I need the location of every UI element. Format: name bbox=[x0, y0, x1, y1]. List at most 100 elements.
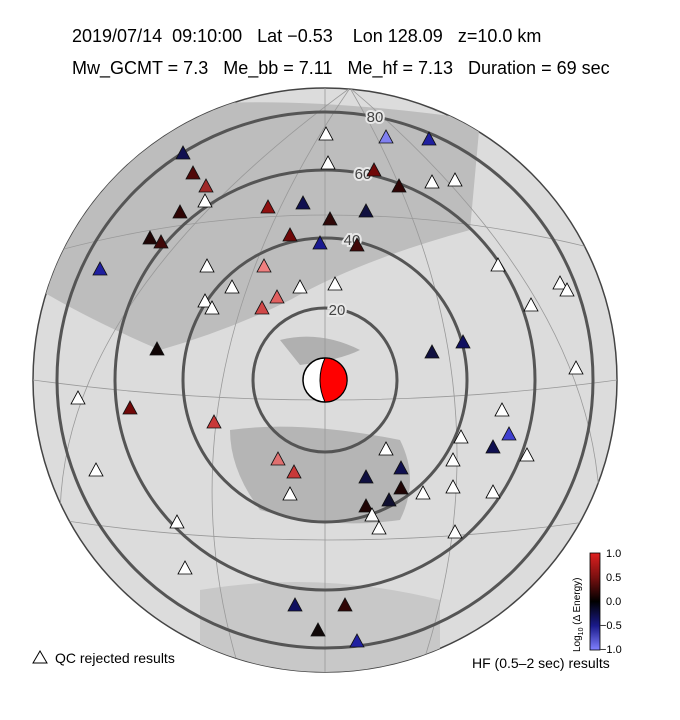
hf-legend-text: HF (0.5–2 sec) results bbox=[472, 655, 610, 671]
station bbox=[172, 204, 188, 219]
station bbox=[415, 485, 431, 500]
station bbox=[206, 414, 222, 429]
station bbox=[198, 178, 214, 193]
legend-triangle bbox=[32, 650, 48, 664]
station bbox=[260, 199, 276, 214]
station bbox=[337, 597, 353, 612]
station bbox=[88, 462, 104, 477]
distance-ring bbox=[55, 110, 595, 650]
station bbox=[197, 193, 213, 208]
station bbox=[224, 279, 240, 294]
station bbox=[269, 289, 285, 304]
station bbox=[568, 360, 584, 375]
station bbox=[270, 451, 286, 466]
station bbox=[447, 172, 463, 187]
station bbox=[199, 258, 215, 273]
land bbox=[40, 102, 480, 672]
station bbox=[70, 390, 86, 405]
station bbox=[312, 235, 328, 250]
station bbox=[349, 237, 365, 252]
station bbox=[254, 300, 270, 315]
station bbox=[519, 447, 535, 462]
station bbox=[142, 230, 158, 245]
station bbox=[501, 426, 517, 441]
station bbox=[523, 297, 539, 312]
station bbox=[485, 484, 501, 499]
station bbox=[393, 460, 409, 475]
station bbox=[349, 633, 365, 648]
colorbar-tick: 0.0 bbox=[606, 596, 621, 608]
station bbox=[455, 334, 471, 349]
colorbar: 1.0 0.5 0.0 −0.5 −1.0 Log10 (Δ Energy) bbox=[572, 548, 622, 656]
station bbox=[494, 402, 510, 417]
station bbox=[295, 195, 311, 210]
colorbar-label: Log10 (Δ Energy) bbox=[572, 577, 585, 652]
station bbox=[282, 486, 298, 501]
distance-ring bbox=[251, 306, 399, 454]
colorbar-tick: 1.0 bbox=[606, 548, 621, 560]
station bbox=[256, 258, 272, 273]
station bbox=[292, 279, 308, 294]
ring-label: 80 bbox=[367, 109, 384, 126]
beachball bbox=[302, 357, 348, 403]
station bbox=[286, 464, 302, 479]
distance-ring bbox=[181, 236, 469, 524]
station bbox=[366, 162, 382, 177]
colorbar-tick: 0.5 bbox=[606, 572, 621, 584]
station bbox=[453, 429, 469, 444]
station bbox=[327, 276, 343, 291]
station bbox=[153, 234, 169, 249]
globe: 20 40 60 80 bbox=[32, 87, 618, 673]
station bbox=[364, 507, 380, 522]
station bbox=[393, 480, 409, 495]
station bbox=[358, 469, 374, 484]
station bbox=[197, 293, 213, 308]
station bbox=[149, 341, 165, 356]
station bbox=[485, 439, 501, 454]
ring-label: 20 bbox=[329, 302, 346, 319]
station bbox=[358, 498, 374, 513]
station bbox=[177, 560, 193, 575]
station bbox=[424, 174, 440, 189]
qc-legend: QC rejected results bbox=[32, 650, 175, 666]
station bbox=[391, 178, 407, 193]
station bbox=[282, 227, 298, 242]
station bbox=[559, 282, 575, 297]
station bbox=[358, 203, 374, 218]
station bbox=[552, 275, 568, 290]
station bbox=[490, 257, 506, 272]
label-sub: 10 bbox=[578, 627, 585, 635]
station bbox=[320, 155, 336, 170]
colorbar-tick: −0.5 bbox=[600, 620, 622, 632]
station bbox=[445, 452, 461, 467]
header-line1: 2019/07/14 09:10:00 Lat −0.53 Lon 128.09… bbox=[72, 26, 541, 46]
station bbox=[92, 261, 108, 276]
distance-ring bbox=[113, 168, 537, 592]
station bbox=[445, 479, 461, 494]
station bbox=[169, 514, 185, 529]
station bbox=[175, 145, 191, 160]
station bbox=[185, 165, 201, 180]
station bbox=[421, 131, 437, 146]
station bbox=[204, 300, 220, 315]
station bbox=[322, 211, 338, 226]
station bbox=[318, 126, 334, 141]
station bbox=[378, 129, 394, 144]
station bbox=[447, 524, 463, 539]
station bbox=[378, 441, 394, 456]
station bbox=[287, 597, 303, 612]
station bbox=[381, 492, 397, 507]
header-line2: Mw_GCMT = 7.3 Me_bb = 7.11 Me_hf = 7.13 … bbox=[72, 58, 610, 79]
colorbar-gradient bbox=[589, 552, 601, 651]
label-rest: (Δ Energy) bbox=[572, 577, 583, 627]
station bbox=[122, 400, 138, 415]
station bbox=[310, 622, 326, 637]
station bbox=[424, 344, 440, 359]
label-prefix: Log bbox=[572, 635, 583, 652]
ring-label: 60 bbox=[355, 166, 372, 183]
qc-legend-text: QC rejected results bbox=[55, 650, 175, 666]
station bbox=[371, 520, 387, 535]
stations bbox=[70, 126, 584, 648]
colorbar-tick: −1.0 bbox=[600, 644, 622, 656]
